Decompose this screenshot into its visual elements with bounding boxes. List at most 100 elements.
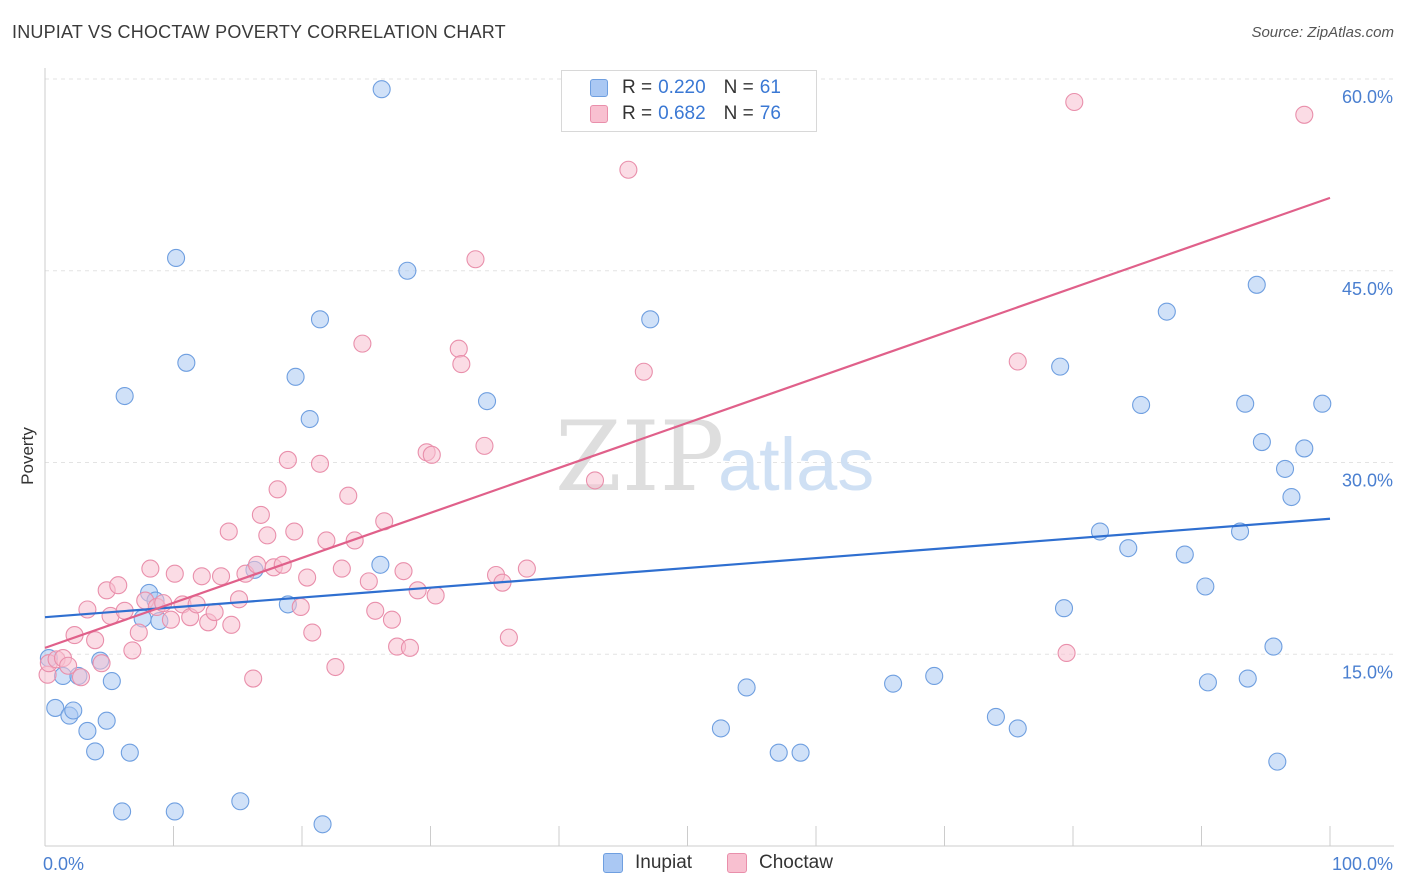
choctaw-point: [585, 471, 605, 490]
inupiat-point: [1008, 719, 1027, 738]
choctaw-point: [310, 454, 330, 473]
series-legend: Inupiat Choctaw: [0, 852, 1406, 876]
choctaw-point: [1057, 643, 1076, 663]
inupiat-point: [398, 261, 417, 280]
legend: R = 0.220 N = 61 R = 0.682 N = 76: [561, 70, 817, 132]
choctaw-point: [400, 638, 419, 657]
inupiat-point: [300, 409, 319, 429]
choctaw-point: [86, 631, 105, 650]
inupiat-point: [1054, 599, 1074, 618]
inupiat-point: [1119, 539, 1138, 558]
inupiat-point: [1252, 432, 1271, 452]
inupiat-point: [102, 672, 121, 691]
inupiat-point: [167, 248, 186, 268]
choctaw-point: [165, 564, 184, 583]
inupiat-point: [1236, 394, 1255, 413]
choctaw-point: [161, 610, 180, 629]
choctaw-point: [332, 559, 351, 578]
series-choctaw-points: [38, 92, 1314, 688]
choctaw-point: [466, 250, 485, 269]
data-points: [38, 80, 1332, 834]
choctaw-point: [619, 160, 638, 179]
choctaw-point: [382, 610, 402, 629]
inupiat-point: [769, 743, 788, 762]
choctaw-point: [251, 505, 270, 524]
choctaw-point: [141, 559, 160, 578]
inupiat-point: [1198, 673, 1217, 692]
choctaw-point: [219, 522, 238, 541]
series-legend-inupiat[interactable]: Inupiat: [603, 852, 692, 874]
choctaw-point: [449, 339, 468, 358]
inupiat-point: [1132, 395, 1151, 415]
inupiat-point: [1264, 637, 1283, 656]
x-tick-label: 100.0%: [1332, 854, 1393, 874]
inupiat-point: [1275, 459, 1295, 478]
inupiat-point: [115, 386, 134, 406]
legend-r-value-inupiat: 0.220: [658, 77, 706, 98]
inupiat-point: [925, 666, 944, 686]
y-axis-label: Poverty: [18, 427, 37, 485]
inupiat-point: [78, 721, 97, 741]
inupiat-point: [1247, 275, 1266, 294]
series-legend-choctaw[interactable]: Choctaw: [727, 852, 833, 874]
series-legend-label-choctaw: Choctaw: [759, 852, 833, 873]
choctaw-point: [192, 567, 211, 586]
choctaw-point: [339, 486, 358, 505]
trend-lines: [44, 196, 1331, 649]
legend-row-choctaw: R = 0.682 N = 76: [590, 103, 781, 125]
inupiat-point: [372, 80, 391, 99]
tick-labels: 15.0% 30.0% 45.0% 60.0% 0.0% 100.0%: [43, 87, 1393, 874]
inupiat-point: [1295, 439, 1314, 458]
watermark-atlas: atlas: [718, 423, 874, 506]
inupiat-point: [46, 698, 65, 717]
choctaw-point: [123, 641, 142, 660]
inupiat-point: [986, 707, 1005, 726]
choctaw-point: [244, 669, 263, 688]
y-tick-label: 60.0%: [1342, 87, 1393, 107]
choctaw-point: [285, 522, 304, 541]
y-tick-label: 30.0%: [1342, 471, 1393, 491]
y-tick-label: 45.0%: [1342, 279, 1393, 299]
inupiat-point: [711, 719, 730, 738]
inupiat-point: [1175, 545, 1194, 564]
choctaw-point: [268, 480, 287, 499]
inupiat-point: [286, 367, 305, 386]
y-tick-label: 15.0%: [1342, 662, 1393, 682]
inupiat-point: [1196, 577, 1215, 596]
inupiat-point: [86, 742, 105, 761]
series-swatch-choctaw: [727, 853, 747, 873]
legend-swatch-choctaw: [590, 105, 608, 123]
source-label: Source: ZipAtlas.com: [1251, 24, 1394, 41]
inupiat-point: [1282, 487, 1301, 507]
choctaw-point: [205, 603, 224, 622]
choctaw-point: [475, 436, 494, 455]
legend-r-label: R =: [622, 103, 653, 124]
choctaw-point: [229, 590, 249, 609]
choctaw-point: [359, 572, 378, 591]
inupiat-point: [313, 815, 332, 834]
inupiat-point: [165, 802, 184, 821]
inupiat-point: [641, 310, 660, 329]
choctaw-point: [634, 362, 653, 381]
choctaw-point: [211, 567, 231, 586]
inupiat-point: [177, 353, 196, 372]
axes: [44, 68, 1394, 847]
choctaw-point: [291, 597, 310, 617]
choctaw-point: [517, 559, 536, 578]
choctaw-point: [353, 334, 372, 353]
legend-row-inupiat: R = 0.220 N = 61: [590, 77, 781, 99]
choctaw-point: [326, 657, 345, 677]
choctaw-point: [426, 586, 445, 605]
choctaw-point: [366, 601, 385, 620]
chart-title: INUPIAT VS CHOCTAW POVERTY CORRELATION C…: [12, 22, 506, 42]
choctaw-point: [71, 668, 91, 687]
inupiat-point: [791, 743, 810, 762]
choctaw-point: [394, 562, 413, 581]
x-tick-label: 0.0%: [43, 854, 84, 874]
legend-n-value-inupiat: 61: [759, 77, 781, 98]
choctaw-point: [408, 581, 427, 600]
inupiat-point: [64, 701, 83, 720]
inupiat-point: [231, 792, 250, 811]
choctaw-trend-line: [44, 196, 1331, 649]
